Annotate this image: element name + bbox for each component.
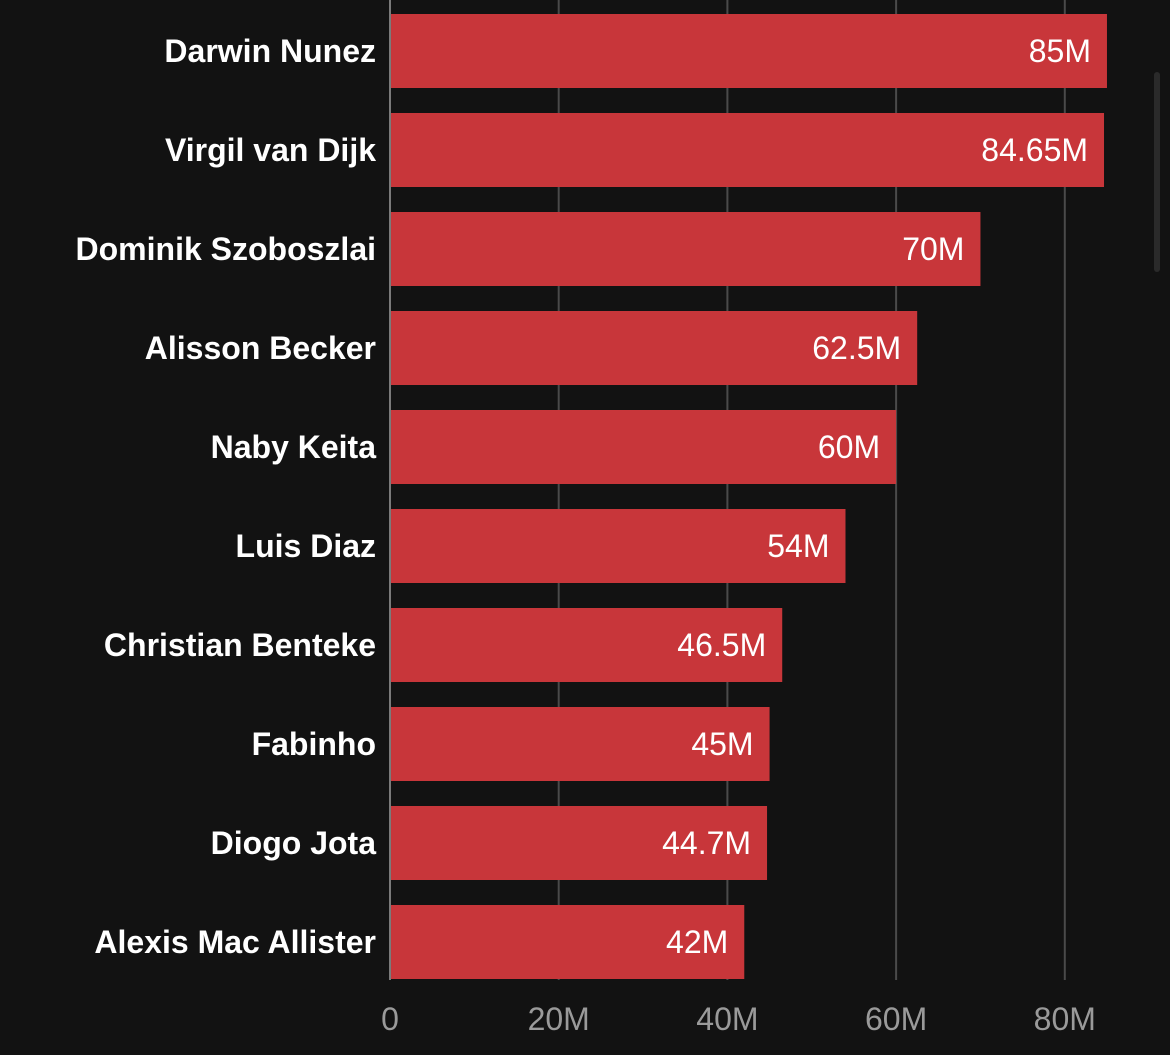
bar-alisson-becker[interactable] [390,311,918,385]
bar-fabinho[interactable] [390,707,770,781]
value-label: 84.65M [981,132,1088,168]
bar-naby-keita[interactable] [390,410,897,484]
x-tick-label: 80M [1034,1001,1096,1037]
bar-alexis-mac-allister[interactable] [390,905,745,979]
category-label: Fabinho [252,726,376,762]
bar-virgil-van-dijk[interactable] [390,113,1105,187]
category-label: Dominik Szoboszlai [76,231,376,267]
category-label: Virgil van Dijk [165,132,376,168]
value-label: 44.7M [662,825,751,861]
bar-dominik-szoboszlai[interactable] [390,212,981,286]
value-label: 85M [1029,33,1091,69]
x-tick-label: 40M [696,1001,758,1037]
axis: 0 20M 40M 60M 80M [381,0,1096,1037]
value-label: 62.5M [812,330,901,366]
value-label: 54M [767,528,829,564]
value-label: 70M [902,231,964,267]
bar-christian-benteke[interactable] [390,608,783,682]
category-label: Alisson Becker [145,330,376,366]
category-label: Christian Benteke [104,627,376,663]
scrollbar-thumb[interactable] [1154,72,1160,272]
bars [390,14,1107,979]
bar-luis-diaz[interactable] [390,509,846,583]
value-label: 45M [691,726,753,762]
x-tick-label: 0 [381,1001,399,1037]
labels: Darwin Nunez 85M Virgil van Dijk 84.65M Domi… [76,33,1091,960]
category-label: Diogo Jota [211,825,377,861]
category-label: Naby Keita [211,429,377,465]
value-label: 42M [666,924,728,960]
value-label: 60M [818,429,880,465]
x-tick-label: 60M [865,1001,927,1037]
category-label: Alexis Mac Allister [94,924,376,960]
bar-darwin-nunez[interactable] [390,14,1107,88]
bar-diogo-jota[interactable] [390,806,768,880]
value-label: 46.5M [677,627,766,663]
category-label: Darwin Nunez [164,33,376,69]
x-tick-label: 20M [528,1001,590,1037]
category-label: Luis Diaz [236,528,376,564]
